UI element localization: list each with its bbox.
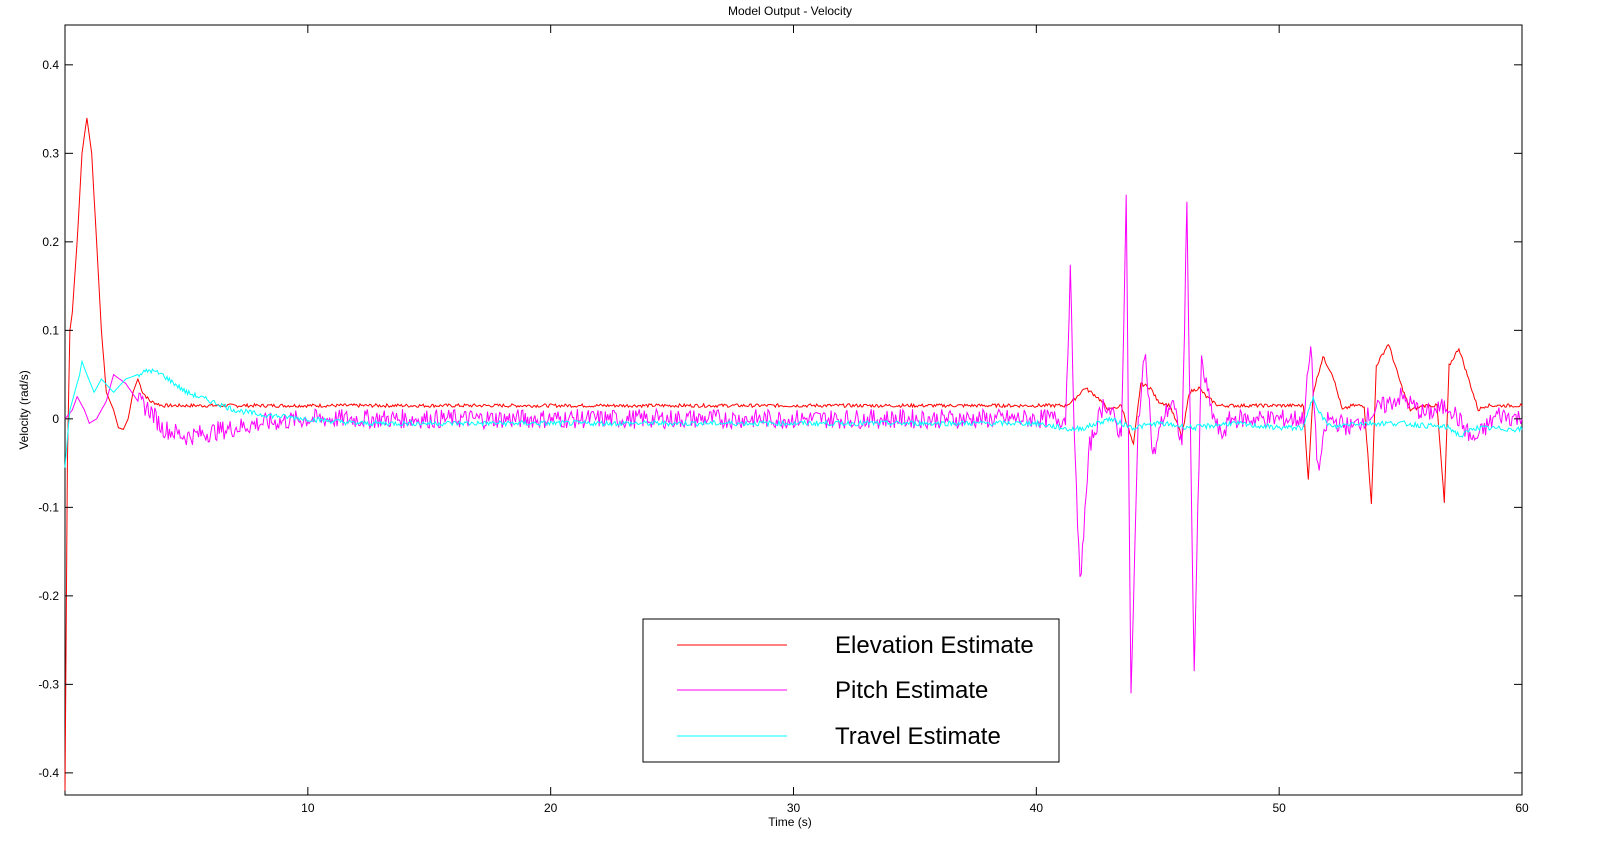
x-tick-label: 20 <box>544 801 558 815</box>
x-tick-label: 10 <box>301 801 315 815</box>
y-tick-label: -0.4 <box>38 766 59 780</box>
y-tick-label: 0.3 <box>42 146 59 160</box>
series-layer <box>64 117 1523 791</box>
legend-label: Pitch Estimate <box>835 677 988 704</box>
y-tick-label: -0.1 <box>38 500 59 514</box>
x-tick-label: 50 <box>1272 801 1286 815</box>
legend: Elevation Estimate Pitch Estimate Travel E… <box>642 618 1060 763</box>
y-tick-label: 0.4 <box>42 58 59 72</box>
x-axis-title: Time (s) <box>768 815 812 829</box>
y-axis-title: Velocity (rad/s) <box>17 370 31 449</box>
ticks-layer: 10 20 30 40 50 60 0.4 0.3 0.2 0.1 0 -0.1 -0.2 -0.3 -0.… <box>38 25 1529 815</box>
chart-title: Model Output - Velocity <box>728 4 852 18</box>
y-tick-label: -0.2 <box>38 589 59 603</box>
x-tick-label: 30 <box>787 801 801 815</box>
legend-label: Elevation Estimate <box>835 632 1034 659</box>
y-tick-label: 0.1 <box>42 323 59 337</box>
y-tick-label: -0.3 <box>38 677 59 691</box>
x-tick-label: 60 <box>1515 801 1529 815</box>
series-line-3 <box>64 359 1523 468</box>
y-tick-label: 0 <box>52 412 59 426</box>
x-tick-label: 40 <box>1030 801 1044 815</box>
legend-label: Travel Estimate <box>835 723 1001 750</box>
y-tick-label: 0.2 <box>42 235 59 249</box>
series-line-1 <box>64 117 1523 791</box>
